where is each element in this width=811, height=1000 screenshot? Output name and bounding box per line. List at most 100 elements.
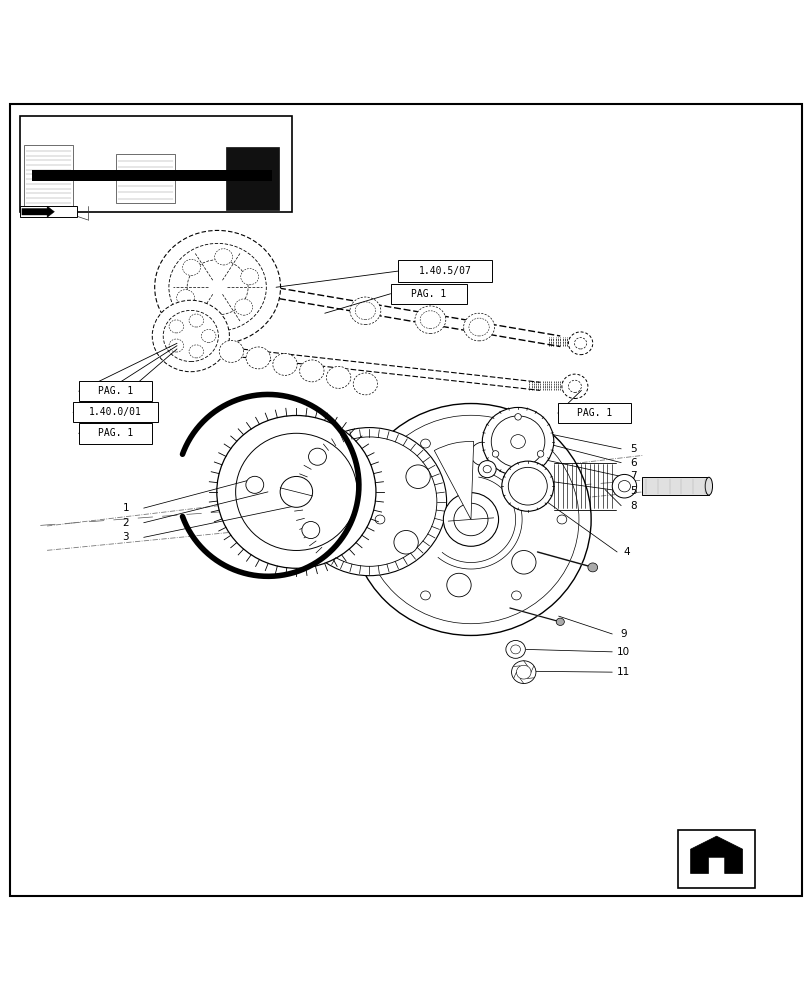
Ellipse shape — [302, 437, 436, 566]
Text: PAG. 1: PAG. 1 — [410, 289, 446, 299]
Text: 6: 6 — [629, 458, 636, 468]
Ellipse shape — [568, 380, 581, 392]
Ellipse shape — [272, 353, 297, 375]
Ellipse shape — [169, 320, 183, 333]
Text: 4: 4 — [623, 547, 629, 557]
Ellipse shape — [375, 515, 384, 524]
Ellipse shape — [201, 329, 216, 342]
Ellipse shape — [511, 439, 521, 448]
Ellipse shape — [363, 415, 578, 624]
Ellipse shape — [393, 530, 418, 554]
Ellipse shape — [355, 302, 375, 320]
Text: 2: 2 — [122, 518, 129, 528]
Ellipse shape — [573, 338, 586, 349]
Ellipse shape — [514, 414, 521, 420]
Ellipse shape — [353, 373, 377, 395]
Ellipse shape — [537, 451, 543, 457]
Polygon shape — [689, 836, 741, 874]
Ellipse shape — [501, 461, 553, 511]
Bar — [225, 147, 278, 210]
Ellipse shape — [511, 661, 535, 684]
Ellipse shape — [618, 481, 630, 492]
Ellipse shape — [443, 493, 498, 546]
Bar — [20, 206, 77, 217]
Ellipse shape — [483, 465, 491, 473]
Ellipse shape — [189, 345, 204, 358]
Ellipse shape — [463, 313, 494, 341]
Ellipse shape — [350, 404, 590, 635]
Ellipse shape — [292, 428, 446, 576]
Text: 1: 1 — [122, 503, 129, 513]
Ellipse shape — [491, 416, 544, 467]
Text: 1.40.5/07: 1.40.5/07 — [418, 266, 471, 276]
Ellipse shape — [420, 439, 430, 448]
Ellipse shape — [182, 259, 200, 276]
Polygon shape — [22, 206, 54, 217]
Ellipse shape — [308, 448, 326, 465]
Bar — [79, 423, 152, 444]
Ellipse shape — [219, 340, 243, 362]
Ellipse shape — [350, 297, 380, 325]
Ellipse shape — [280, 476, 312, 507]
Ellipse shape — [189, 314, 204, 327]
Bar — [73, 402, 157, 422]
Ellipse shape — [505, 640, 525, 658]
Ellipse shape — [169, 339, 183, 352]
Bar — [32, 170, 272, 181]
Ellipse shape — [523, 485, 547, 508]
Bar — [79, 381, 152, 401]
Ellipse shape — [302, 522, 320, 539]
Ellipse shape — [217, 415, 375, 568]
Ellipse shape — [154, 230, 281, 344]
Text: PAG. 1: PAG. 1 — [576, 408, 611, 418]
Ellipse shape — [240, 269, 258, 285]
Text: 10: 10 — [616, 647, 629, 657]
Ellipse shape — [516, 665, 530, 679]
Text: 7: 7 — [629, 471, 636, 481]
Ellipse shape — [468, 318, 488, 336]
Ellipse shape — [414, 306, 445, 334]
Ellipse shape — [568, 332, 592, 355]
Ellipse shape — [163, 310, 218, 362]
Text: 5: 5 — [629, 444, 636, 454]
Bar — [398, 260, 491, 282]
Bar — [642, 477, 708, 495]
Ellipse shape — [508, 467, 547, 505]
Wedge shape — [434, 441, 473, 519]
Ellipse shape — [491, 451, 498, 457]
Ellipse shape — [169, 243, 266, 331]
Text: 3: 3 — [122, 532, 129, 542]
Ellipse shape — [482, 407, 553, 476]
Ellipse shape — [246, 476, 264, 493]
Ellipse shape — [246, 347, 270, 369]
Text: 1.40.0/01: 1.40.0/01 — [88, 407, 142, 417]
Ellipse shape — [235, 433, 357, 550]
Text: 11: 11 — [616, 667, 629, 677]
Text: 5: 5 — [629, 486, 636, 496]
Ellipse shape — [420, 591, 430, 600]
Ellipse shape — [556, 618, 564, 625]
Text: PAG. 1: PAG. 1 — [97, 386, 133, 396]
Ellipse shape — [446, 573, 470, 597]
Ellipse shape — [511, 591, 521, 600]
Ellipse shape — [177, 290, 195, 306]
Bar — [557, 403, 630, 423]
Ellipse shape — [587, 563, 597, 572]
Ellipse shape — [556, 515, 566, 524]
Ellipse shape — [704, 477, 711, 495]
Bar — [20, 116, 292, 212]
Ellipse shape — [470, 442, 495, 466]
Ellipse shape — [510, 435, 525, 448]
Ellipse shape — [326, 366, 350, 388]
Ellipse shape — [611, 474, 636, 498]
Ellipse shape — [234, 299, 252, 315]
Ellipse shape — [420, 311, 440, 329]
Ellipse shape — [152, 300, 229, 372]
Bar — [390, 284, 466, 304]
Bar — [116, 154, 174, 203]
Ellipse shape — [203, 310, 221, 326]
Ellipse shape — [561, 374, 587, 398]
Ellipse shape — [406, 465, 430, 488]
Ellipse shape — [511, 551, 535, 574]
Ellipse shape — [478, 461, 496, 478]
